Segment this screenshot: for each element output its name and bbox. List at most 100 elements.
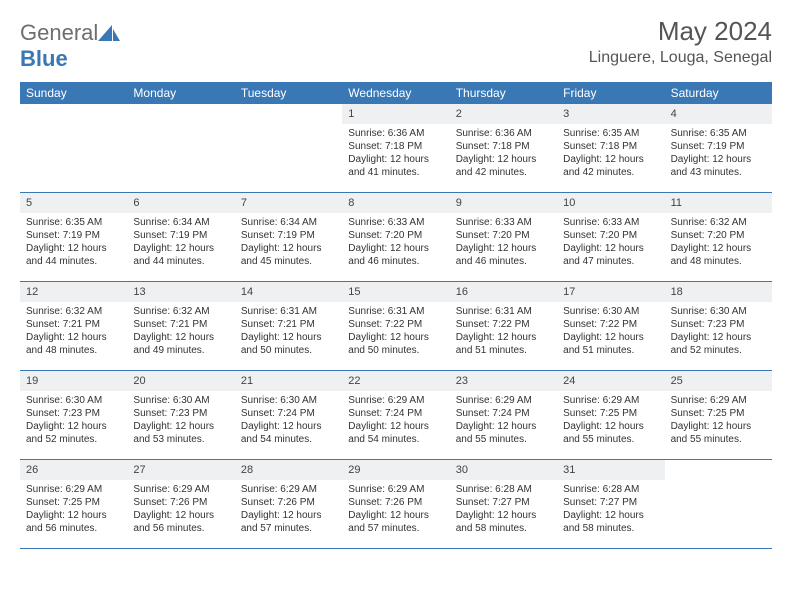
day-cell: 26Sunrise: 6:29 AMSunset: 7:25 PMDayligh… [20, 460, 127, 548]
daylight-text: Daylight: 12 hours and 52 minutes. [26, 420, 121, 446]
logo: General Blue [20, 20, 120, 72]
sunset-text: Sunset: 7:21 PM [241, 318, 336, 331]
day-cell: 22Sunrise: 6:29 AMSunset: 7:24 PMDayligh… [342, 371, 449, 459]
sunrise-text: Sunrise: 6:31 AM [348, 305, 443, 318]
day-number: 30 [450, 460, 557, 480]
sunset-text: Sunset: 7:20 PM [348, 229, 443, 242]
day-info: Sunrise: 6:36 AMSunset: 7:18 PMDaylight:… [450, 124, 557, 184]
day-number: 23 [450, 371, 557, 391]
sunrise-text: Sunrise: 6:30 AM [671, 305, 766, 318]
daylight-text: Daylight: 12 hours and 56 minutes. [133, 509, 228, 535]
day-info: Sunrise: 6:32 AMSunset: 7:21 PMDaylight:… [20, 302, 127, 362]
day-number: 5 [20, 193, 127, 213]
location: Linguere, Louga, Senegal [589, 49, 772, 67]
week-row: 19Sunrise: 6:30 AMSunset: 7:23 PMDayligh… [20, 371, 772, 460]
calendar: SundayMondayTuesdayWednesdayThursdayFrid… [20, 82, 772, 549]
daylight-text: Daylight: 12 hours and 51 minutes. [456, 331, 551, 357]
sunrise-text: Sunrise: 6:28 AM [563, 483, 658, 496]
sunrise-text: Sunrise: 6:29 AM [348, 394, 443, 407]
daylight-text: Daylight: 12 hours and 53 minutes. [133, 420, 228, 446]
sunset-text: Sunset: 7:25 PM [26, 496, 121, 509]
day-cell: 4Sunrise: 6:35 AMSunset: 7:19 PMDaylight… [665, 104, 772, 192]
day-cell: 23Sunrise: 6:29 AMSunset: 7:24 PMDayligh… [450, 371, 557, 459]
sunrise-text: Sunrise: 6:29 AM [241, 483, 336, 496]
logo-text: General Blue [20, 20, 120, 72]
day-info: Sunrise: 6:30 AMSunset: 7:24 PMDaylight:… [235, 391, 342, 451]
day-number: 10 [557, 193, 664, 213]
day-info: Sunrise: 6:29 AMSunset: 7:25 PMDaylight:… [20, 480, 127, 540]
sunrise-text: Sunrise: 6:34 AM [241, 216, 336, 229]
sunrise-text: Sunrise: 6:33 AM [563, 216, 658, 229]
day-info: Sunrise: 6:29 AMSunset: 7:25 PMDaylight:… [557, 391, 664, 451]
day-number: 19 [20, 371, 127, 391]
week-row: 5Sunrise: 6:35 AMSunset: 7:19 PMDaylight… [20, 193, 772, 282]
day-info: Sunrise: 6:31 AMSunset: 7:22 PMDaylight:… [450, 302, 557, 362]
day-cell: 20Sunrise: 6:30 AMSunset: 7:23 PMDayligh… [127, 371, 234, 459]
sunset-text: Sunset: 7:18 PM [348, 140, 443, 153]
daylight-text: Daylight: 12 hours and 55 minutes. [456, 420, 551, 446]
day-header-cell: Friday [557, 82, 664, 104]
daylight-text: Daylight: 12 hours and 57 minutes. [241, 509, 336, 535]
day-header-cell: Sunday [20, 82, 127, 104]
sunrise-text: Sunrise: 6:29 AM [133, 483, 228, 496]
sunset-text: Sunset: 7:18 PM [563, 140, 658, 153]
sunrise-text: Sunrise: 6:32 AM [671, 216, 766, 229]
day-info: Sunrise: 6:29 AMSunset: 7:26 PMDaylight:… [342, 480, 449, 540]
daylight-text: Daylight: 12 hours and 48 minutes. [671, 242, 766, 268]
daylight-text: Daylight: 12 hours and 41 minutes. [348, 153, 443, 179]
sunset-text: Sunset: 7:27 PM [563, 496, 658, 509]
day-info: Sunrise: 6:34 AMSunset: 7:19 PMDaylight:… [235, 213, 342, 273]
day-number: 20 [127, 371, 234, 391]
daylight-text: Daylight: 12 hours and 47 minutes. [563, 242, 658, 268]
daylight-text: Daylight: 12 hours and 54 minutes. [348, 420, 443, 446]
day-cell: .. [127, 104, 234, 192]
daylight-text: Daylight: 12 hours and 43 minutes. [671, 153, 766, 179]
day-info: Sunrise: 6:35 AMSunset: 7:19 PMDaylight:… [665, 124, 772, 184]
sunrise-text: Sunrise: 6:34 AM [133, 216, 228, 229]
day-cell: 3Sunrise: 6:35 AMSunset: 7:18 PMDaylight… [557, 104, 664, 192]
sunset-text: Sunset: 7:19 PM [133, 229, 228, 242]
header: General Blue May 2024 Linguere, Louga, S… [20, 16, 772, 72]
sunrise-text: Sunrise: 6:35 AM [671, 127, 766, 140]
day-cell: 7Sunrise: 6:34 AMSunset: 7:19 PMDaylight… [235, 193, 342, 281]
daylight-text: Daylight: 12 hours and 45 minutes. [241, 242, 336, 268]
day-cell: .. [235, 104, 342, 192]
day-info: Sunrise: 6:31 AMSunset: 7:21 PMDaylight:… [235, 302, 342, 362]
day-number: 25 [665, 371, 772, 391]
daylight-text: Daylight: 12 hours and 57 minutes. [348, 509, 443, 535]
day-cell: 14Sunrise: 6:31 AMSunset: 7:21 PMDayligh… [235, 282, 342, 370]
sunset-text: Sunset: 7:20 PM [563, 229, 658, 242]
sunrise-text: Sunrise: 6:33 AM [348, 216, 443, 229]
daylight-text: Daylight: 12 hours and 58 minutes. [456, 509, 551, 535]
day-header-cell: Monday [127, 82, 234, 104]
day-info: Sunrise: 6:36 AMSunset: 7:18 PMDaylight:… [342, 124, 449, 184]
day-header-cell: Saturday [665, 82, 772, 104]
day-cell: 2Sunrise: 6:36 AMSunset: 7:18 PMDaylight… [450, 104, 557, 192]
day-cell: 12Sunrise: 6:32 AMSunset: 7:21 PMDayligh… [20, 282, 127, 370]
sunrise-text: Sunrise: 6:28 AM [456, 483, 551, 496]
sunrise-text: Sunrise: 6:31 AM [456, 305, 551, 318]
day-cell: 27Sunrise: 6:29 AMSunset: 7:26 PMDayligh… [127, 460, 234, 548]
day-number: 18 [665, 282, 772, 302]
day-cell: 31Sunrise: 6:28 AMSunset: 7:27 PMDayligh… [557, 460, 664, 548]
day-info: Sunrise: 6:28 AMSunset: 7:27 PMDaylight:… [450, 480, 557, 540]
sunset-text: Sunset: 7:26 PM [133, 496, 228, 509]
sunset-text: Sunset: 7:24 PM [456, 407, 551, 420]
sunset-text: Sunset: 7:19 PM [26, 229, 121, 242]
day-number: 16 [450, 282, 557, 302]
sunset-text: Sunset: 7:24 PM [348, 407, 443, 420]
sunset-text: Sunset: 7:25 PM [563, 407, 658, 420]
day-number: 12 [20, 282, 127, 302]
day-number: 15 [342, 282, 449, 302]
daylight-text: Daylight: 12 hours and 42 minutes. [563, 153, 658, 179]
sunrise-text: Sunrise: 6:35 AM [26, 216, 121, 229]
day-info: Sunrise: 6:30 AMSunset: 7:23 PMDaylight:… [127, 391, 234, 451]
sunset-text: Sunset: 7:18 PM [456, 140, 551, 153]
sunset-text: Sunset: 7:24 PM [241, 407, 336, 420]
sunset-text: Sunset: 7:19 PM [241, 229, 336, 242]
day-cell: 18Sunrise: 6:30 AMSunset: 7:23 PMDayligh… [665, 282, 772, 370]
day-info: Sunrise: 6:35 AMSunset: 7:18 PMDaylight:… [557, 124, 664, 184]
daylight-text: Daylight: 12 hours and 56 minutes. [26, 509, 121, 535]
day-info: Sunrise: 6:29 AMSunset: 7:25 PMDaylight:… [665, 391, 772, 451]
day-number: 6 [127, 193, 234, 213]
